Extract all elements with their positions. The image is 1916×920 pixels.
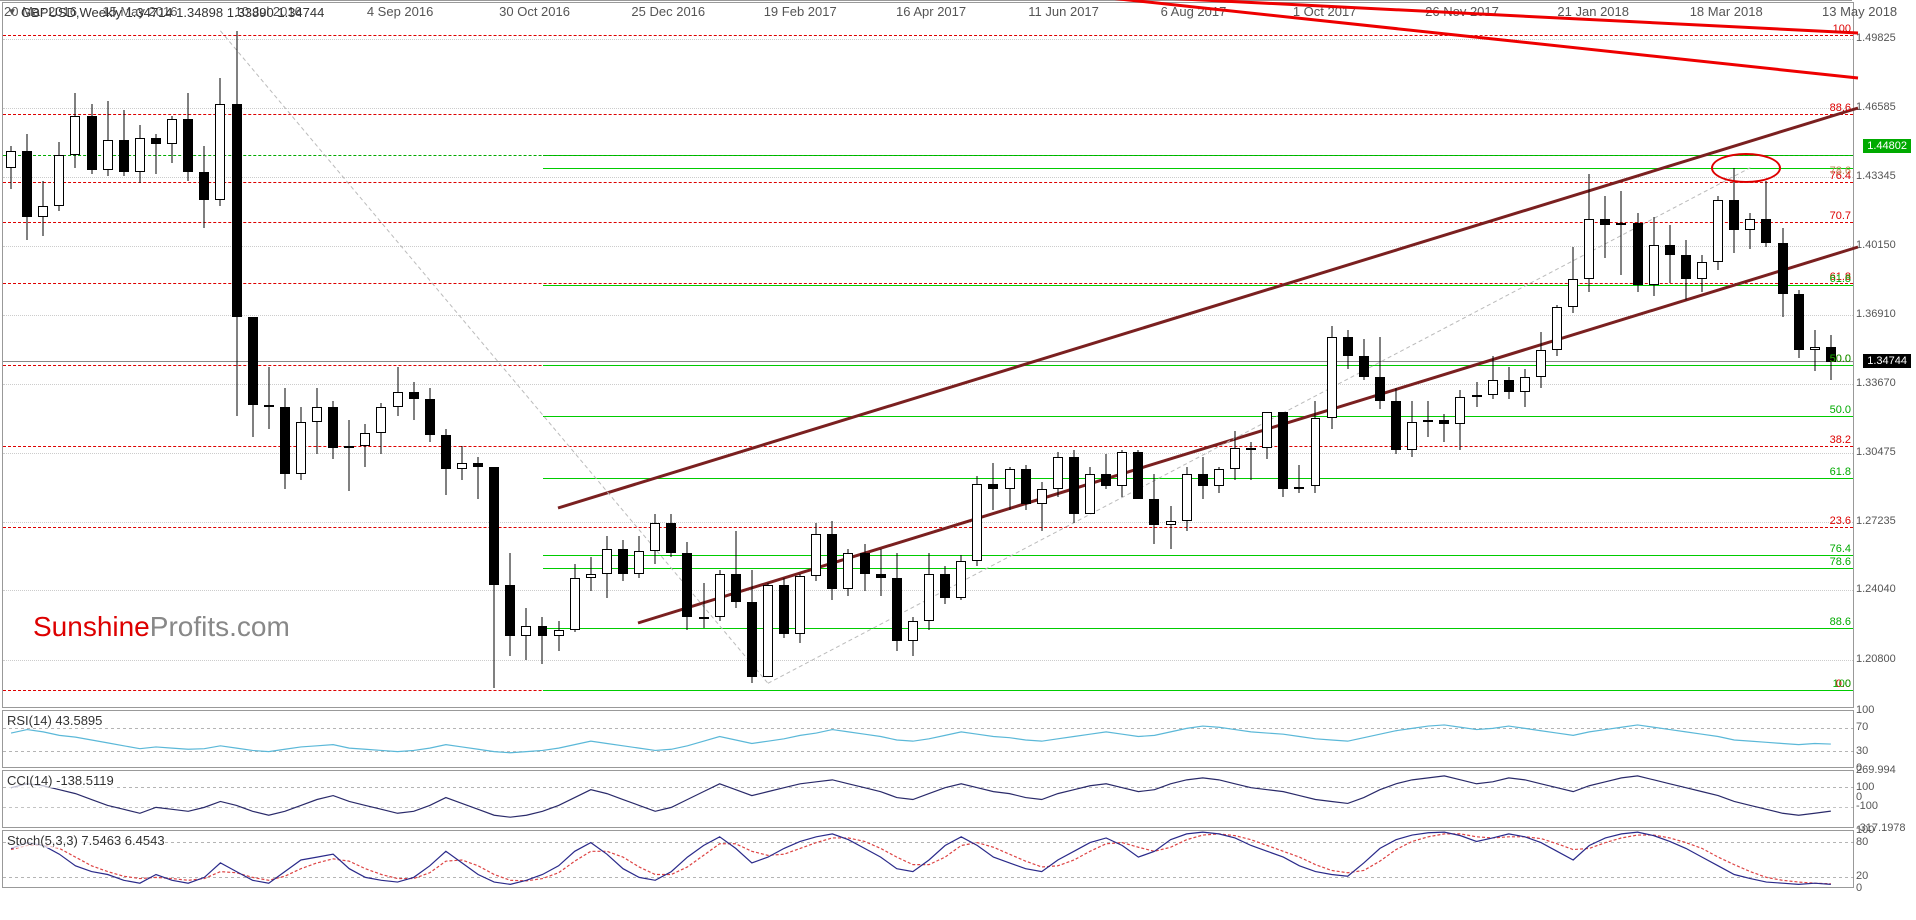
rsi-panel[interactable]: RSI(14) 43.5895 [2,710,1854,768]
chart-title: GBPUSD,Weekly 1.34714 1.34898 1.33890 1.… [21,5,324,20]
title-collapse-arrow[interactable]: ▼ [7,7,17,18]
ohlc-values: 1.34714 1.34898 1.33890 1.34744 [126,5,325,20]
stoch-panel[interactable]: Stoch(5,3,3) 7.5463 6.4543 [2,830,1854,888]
stoch-chart [3,831,1855,889]
chart-container: ▼ GBPUSD,Weekly 1.34714 1.34898 1.33890 … [0,0,1916,920]
stoch-label: Stoch(5,3,3) 7.5463 6.4543 [7,833,165,848]
rsi-label: RSI(14) 43.5895 [7,713,102,728]
watermark-sun: Sunshine [33,611,150,642]
y-axis-rsi: 10070300 [1854,710,1914,768]
symbol-name: GBPUSD,Weekly [21,5,122,20]
watermark: SunshineProfits.com [33,611,290,643]
y-axis-cci: 269.9941000-100-317.1978 [1854,770,1914,828]
cci-chart [3,771,1855,829]
rsi-chart [3,711,1855,769]
watermark-prof: Profits.com [150,611,290,642]
cci-label: CCI(14) -138.5119 [7,773,114,788]
cci-panel[interactable]: CCI(14) -138.5119 [2,770,1854,828]
main-price-panel[interactable]: ▼ GBPUSD,Weekly 1.34714 1.34898 1.33890 … [2,2,1854,708]
y-axis-stoch: 10080200 [1854,830,1914,888]
